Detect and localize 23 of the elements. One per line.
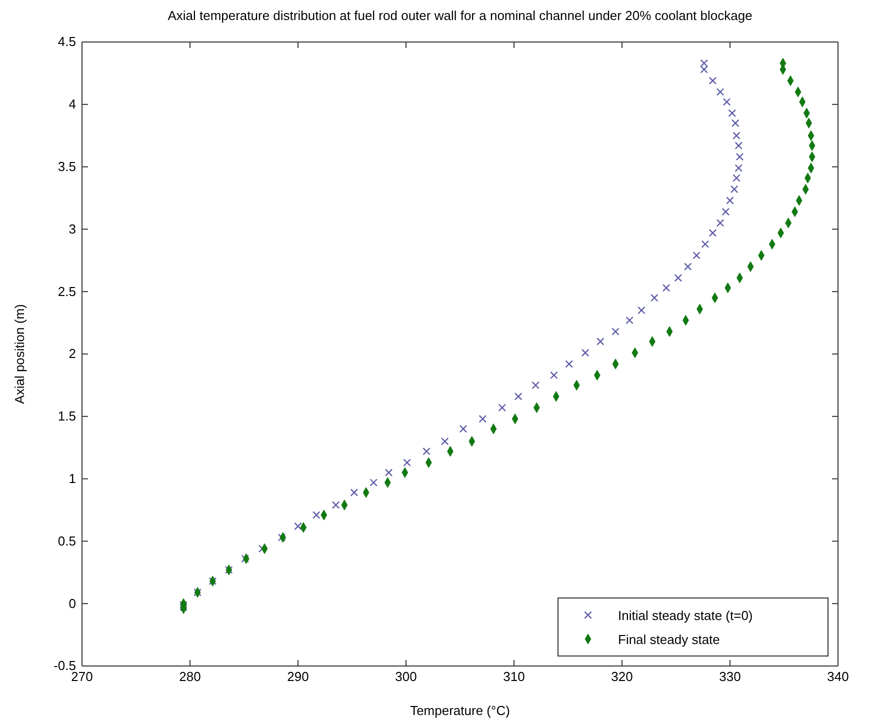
y-tick-label: 0.5 (58, 533, 76, 548)
x-tick-label: 310 (503, 669, 525, 684)
x-tick-label: 300 (395, 669, 417, 684)
x-tick-label: 320 (611, 669, 633, 684)
chart-title: Axial temperature distribution at fuel rod outer wall for a nominal channel under 20% coolant blockage (168, 8, 752, 23)
x-tick-label: 270 (71, 669, 93, 684)
y-tick-label: 0 (68, 596, 76, 611)
y-tick-label: 3 (68, 221, 76, 236)
y-tick-label: 3.5 (58, 158, 76, 174)
x-tick-label: 280 (179, 669, 201, 684)
legend-label: Initial steady state (t=0) (618, 608, 753, 623)
x-tick-label: 340 (827, 669, 849, 684)
y-tick-label: 2.5 (58, 284, 76, 299)
y-tick-label: 4 (68, 96, 76, 112)
y-tick-label: 1 (68, 470, 76, 486)
x-axis-title: Temperature (°C) (410, 703, 510, 718)
y-tick-label: 2 (68, 346, 76, 362)
x-tick-label: 290 (287, 669, 309, 684)
x-tick-label: 330 (719, 669, 741, 684)
y-axis-title: Axial position (m) (12, 304, 27, 404)
y-tick-label: 1.5 (58, 408, 76, 424)
legend-label: Final steady state (618, 632, 720, 647)
y-tick-label: 4.5 (58, 34, 76, 50)
